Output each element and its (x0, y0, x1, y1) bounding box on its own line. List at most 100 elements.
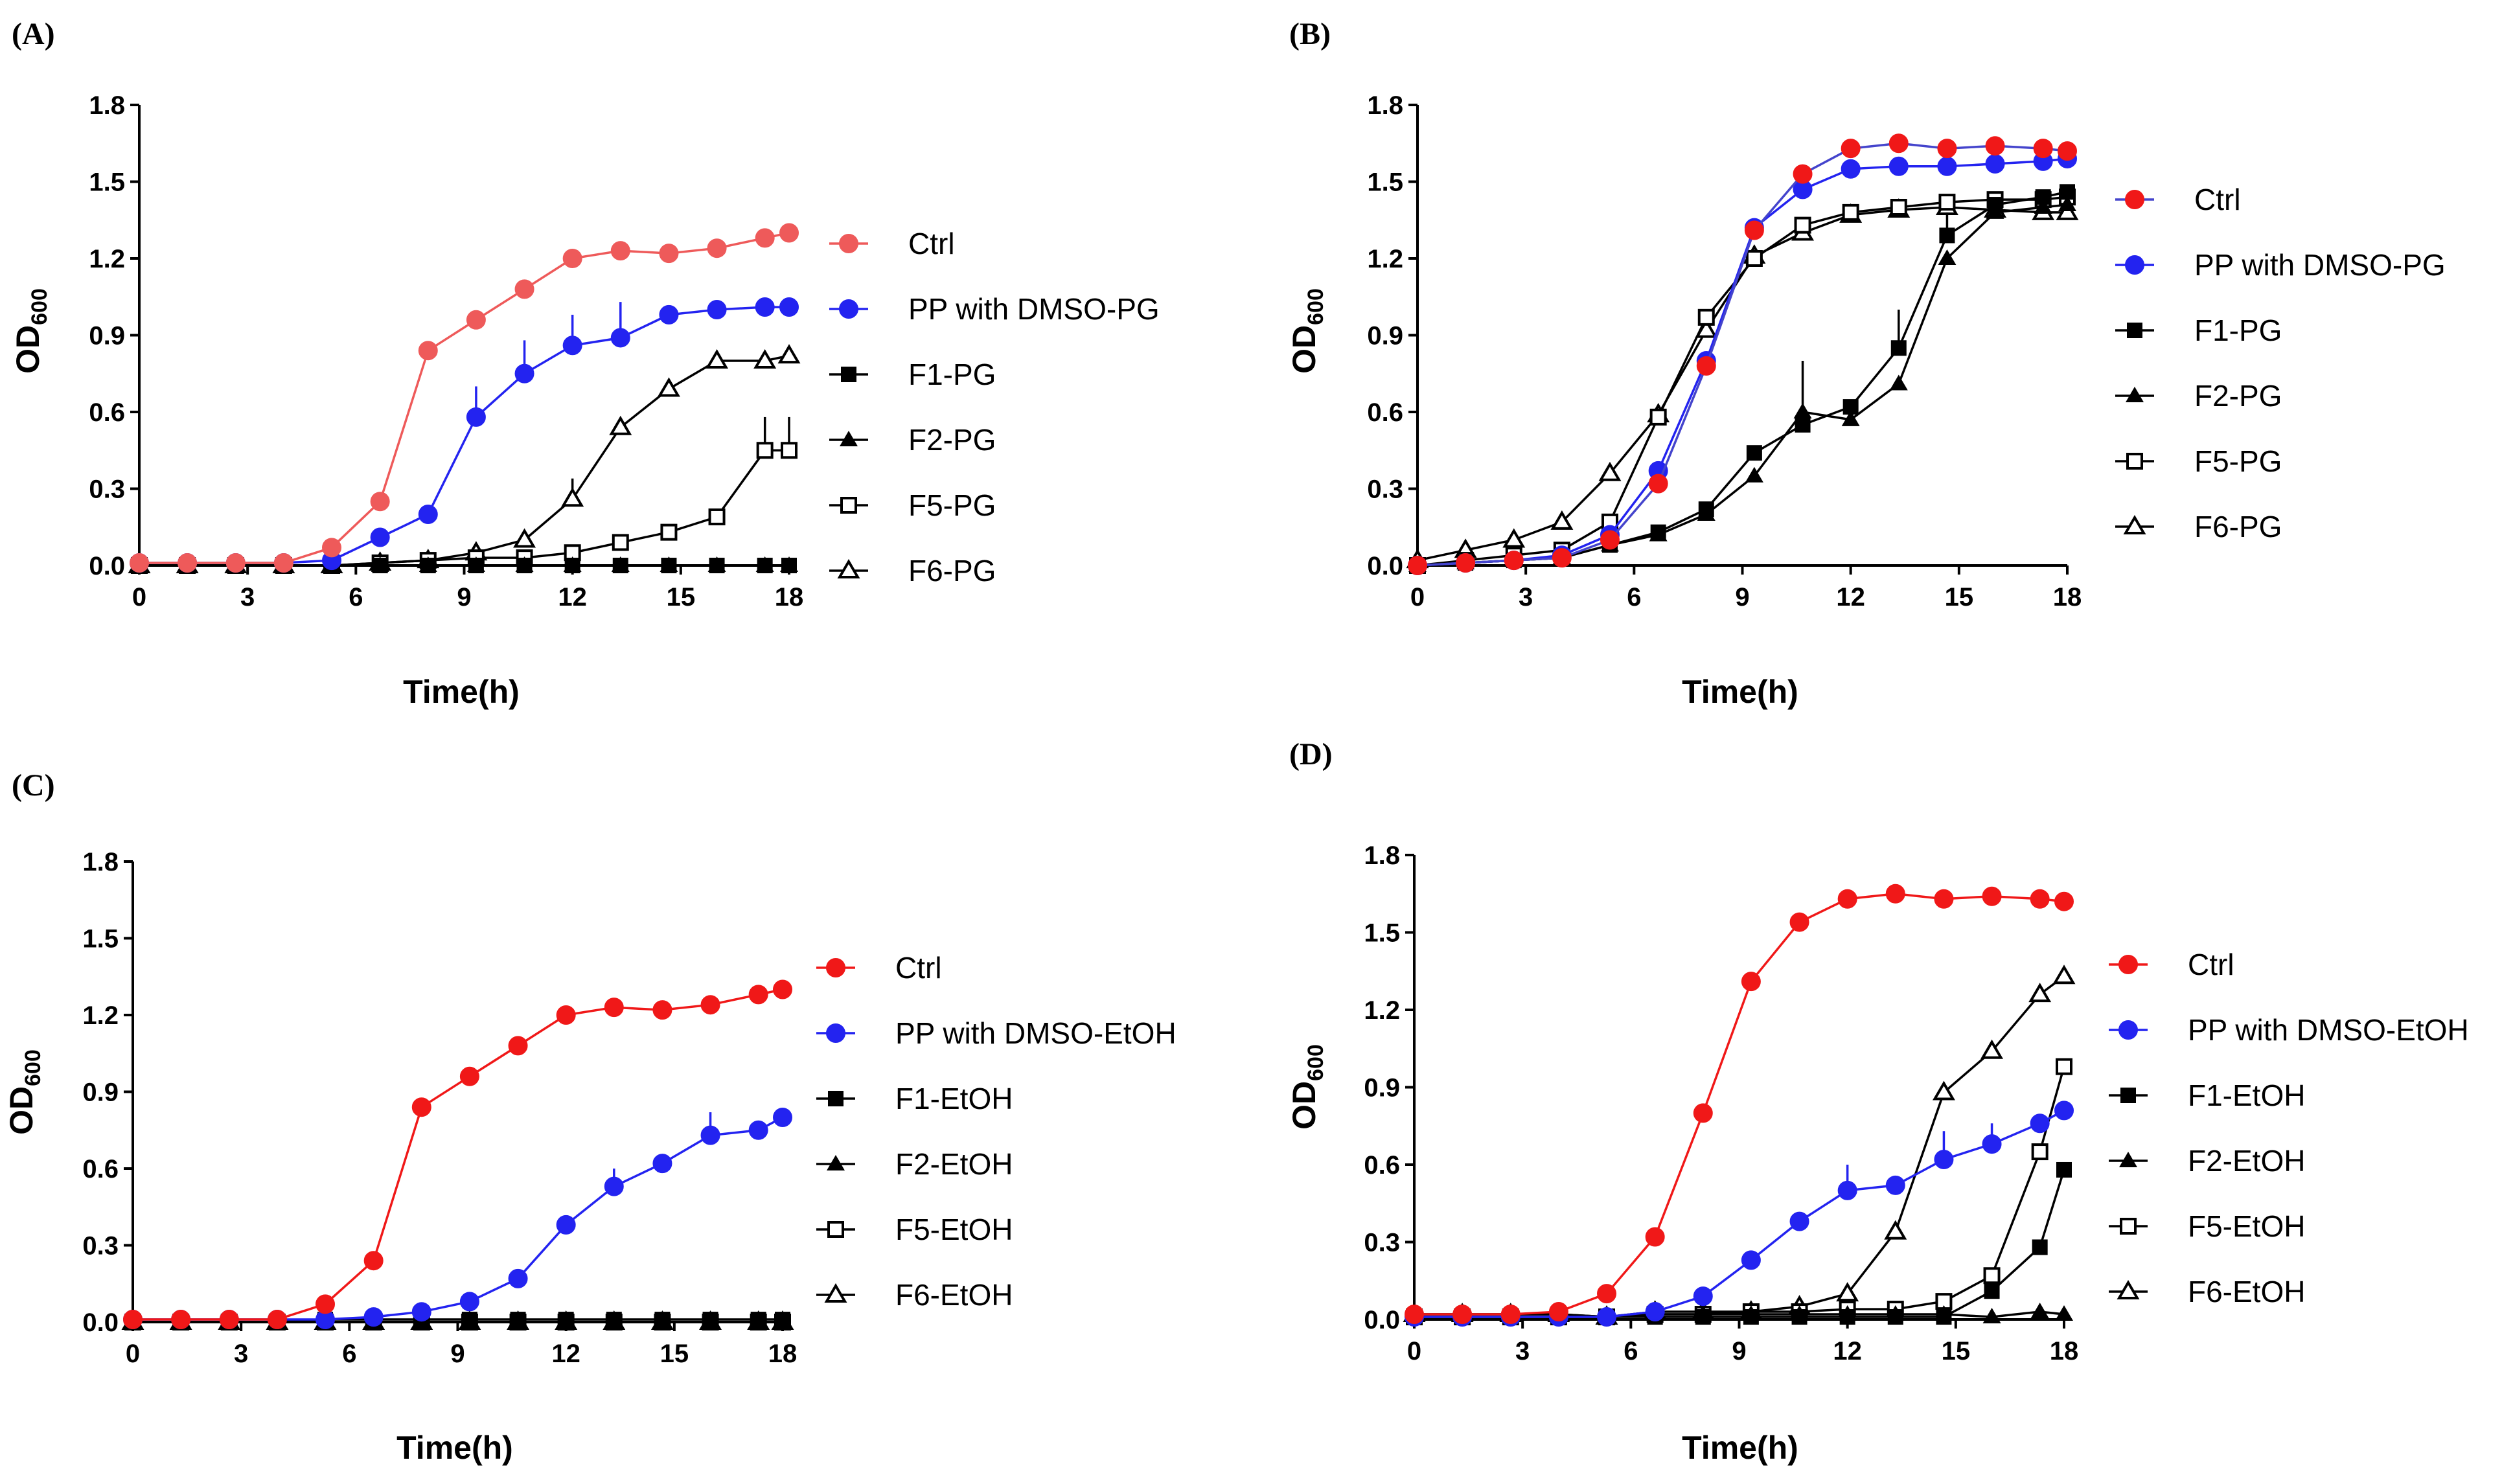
data-point (610, 241, 630, 261)
data-point (781, 558, 797, 573)
data-point (779, 223, 799, 243)
data-point (1697, 308, 1715, 326)
panel-label: (B) (1289, 17, 1331, 51)
series-pp-with-dmso-etoh (123, 1108, 792, 1330)
legend-label: F5-EtOH (2188, 1209, 2305, 1243)
x-tick-label: 3 (1515, 1337, 1530, 1365)
legend-label: F1-PG (2194, 314, 2282, 347)
data-point (1889, 374, 1908, 391)
y-tick-label: 1.2 (1367, 245, 1403, 273)
data-point (1987, 197, 2003, 213)
data-point (1649, 408, 1667, 426)
data-point (604, 1176, 624, 1196)
data-point (1746, 445, 1762, 461)
data-point (2058, 196, 2076, 212)
data-point (372, 558, 388, 573)
data-point (1408, 556, 1427, 575)
data-point (609, 415, 632, 435)
legend-label: Ctrl (2188, 948, 2234, 981)
series-line (139, 354, 790, 567)
legend-label: F1-EtOH (895, 1082, 1013, 1115)
data-point (1791, 1309, 1808, 1325)
y-tick-label: 0.6 (1367, 398, 1403, 427)
x-tick-label: 12 (1836, 583, 1865, 611)
data-point (1502, 528, 1526, 548)
legend: Ctrl PP with DMSO-EtOH F1-EtOH F2-EtOH F5-Et… (816, 951, 1176, 1312)
data-point (1548, 1302, 1568, 1322)
data-point (1841, 139, 1861, 159)
y-axis-title-subscript: 600 (27, 288, 52, 325)
y-axis-title-base: OD (3, 1086, 40, 1135)
data-point (661, 558, 677, 573)
data-point (420, 558, 436, 573)
data-point (1890, 340, 1907, 356)
legend-marker (840, 497, 857, 514)
legend-marker (2126, 453, 2143, 470)
series-ctrl (123, 979, 792, 1330)
legend: Ctrl PP with DMSO-PG F1-PG F2-PG F5-PG F6-PG (2115, 183, 2446, 543)
legend-marker (837, 559, 860, 578)
legend-marker (2118, 1020, 2138, 1040)
data-point (604, 998, 624, 1018)
series-f1-pg (1410, 184, 2075, 573)
legend-label: PP with DMSO-PG (2194, 248, 2446, 282)
data-point (1888, 156, 1909, 176)
data-point (171, 1310, 191, 1330)
y-tick-label: 1.8 (82, 848, 119, 876)
data-point (2052, 965, 2076, 985)
series-f2-pg (1408, 196, 2076, 572)
series-f5-pg (1409, 188, 2076, 574)
data-point (1934, 889, 1954, 909)
data-point (612, 558, 628, 573)
data-point (1984, 1283, 2000, 1299)
series-pp-with-dmso-pg (1408, 148, 2077, 575)
data-point (1795, 417, 1811, 433)
legend-marker (828, 1091, 844, 1106)
data-point (1980, 1039, 2004, 1059)
y-axis-title-base: OD (1286, 1081, 1322, 1130)
data-point (1837, 1180, 1857, 1200)
legend-marker (2123, 515, 2146, 534)
data-point (1836, 1282, 1859, 1302)
data-point (1741, 972, 1761, 992)
y-tick-label: 1.8 (89, 91, 125, 120)
data-point (556, 1005, 576, 1025)
series-line (1414, 1066, 2065, 1318)
x-tick-label: 12 (1833, 1337, 1862, 1365)
data-point (562, 336, 582, 356)
data-point (219, 1310, 239, 1330)
data-point (612, 534, 629, 551)
series-line (1417, 190, 2068, 567)
y-tick-label: 0.3 (82, 1232, 119, 1261)
data-point (370, 492, 390, 512)
data-point (1648, 474, 1668, 494)
data-point (1596, 1307, 1616, 1327)
x-tick-label: 18 (768, 1340, 798, 1368)
x-axis-title: Time(h) (1682, 1430, 1798, 1466)
data-point (225, 553, 246, 573)
data-point (411, 1302, 431, 1322)
series-f5-etoh (1406, 1058, 2072, 1326)
data-point (267, 1310, 287, 1330)
data-point (178, 553, 198, 573)
x-tick-label: 12 (551, 1340, 580, 1368)
data-point (508, 1036, 528, 1056)
data-point (756, 442, 774, 459)
y-tick-label: 1.8 (1364, 841, 1400, 870)
data-point (1596, 1284, 1616, 1304)
data-point (1985, 154, 2005, 174)
data-point (2035, 189, 2051, 205)
series-line (139, 449, 789, 567)
legend-marker (827, 1155, 845, 1170)
panel-4: (D) 0.0 0.3 0.6 0.9 1.2 1.5 1.8 0 3 6 9 12 15 18 OD600 T… (1286, 737, 2469, 1466)
y-tick-label: 1.8 (1367, 91, 1403, 120)
legend-marker (2127, 323, 2142, 338)
series-f1-etoh (1406, 1161, 2072, 1325)
data-point (1698, 501, 1714, 518)
legend-marker (2120, 1088, 2136, 1103)
data-point (709, 558, 725, 573)
legend-label: F1-PG (908, 358, 996, 391)
data-point (1985, 136, 2005, 156)
legend-label: F2-PG (908, 423, 996, 457)
legend-marker (2125, 255, 2144, 275)
